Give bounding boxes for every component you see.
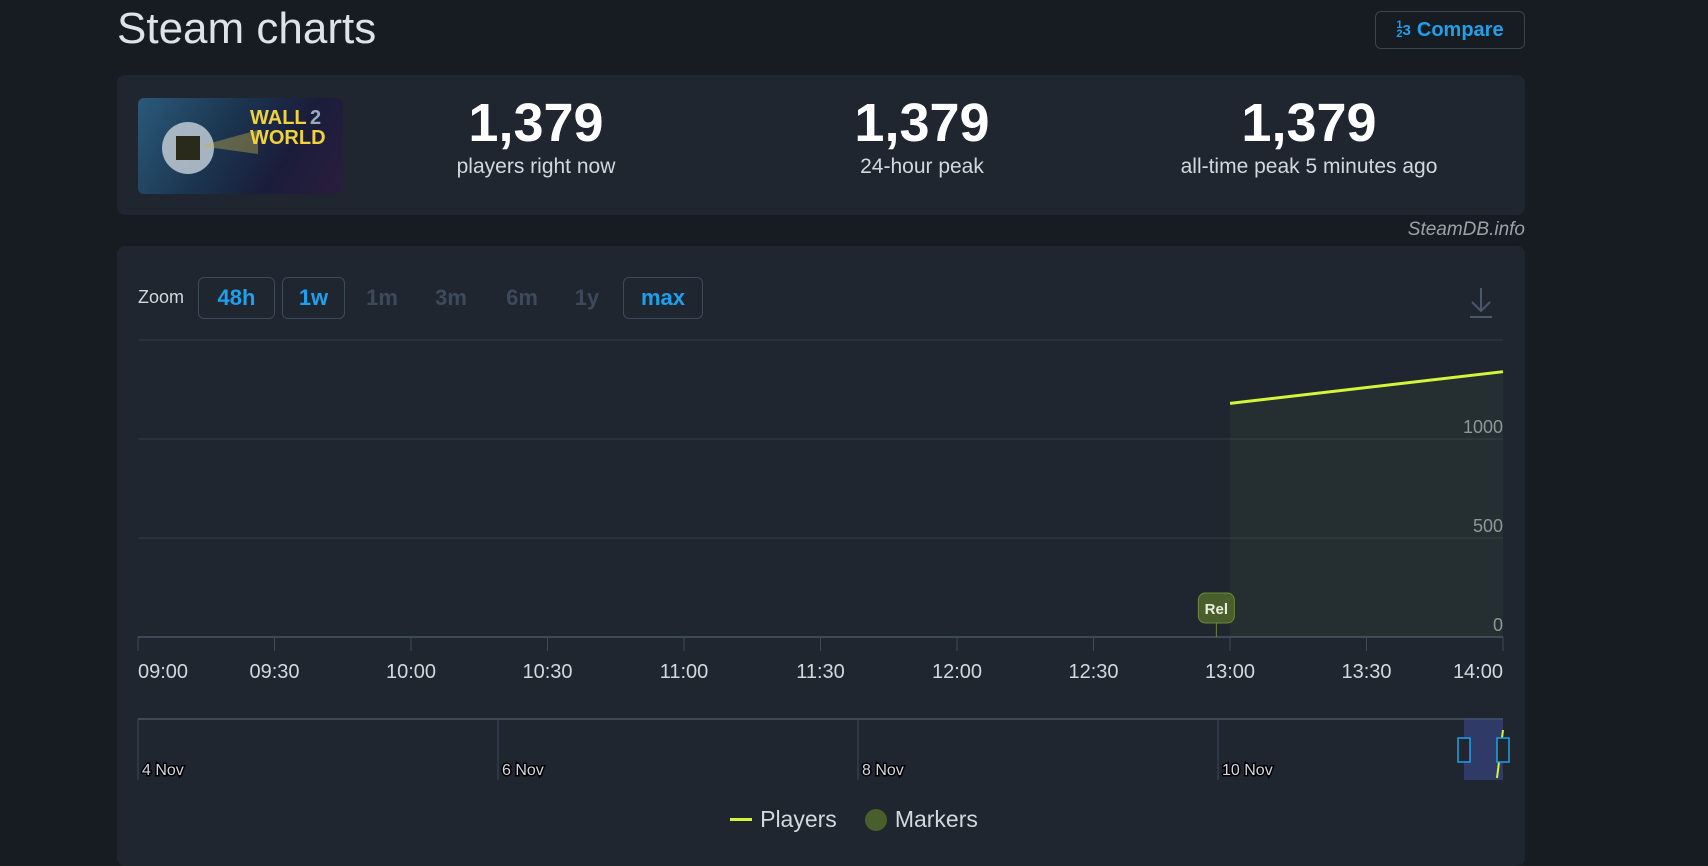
zoom-1w-button[interactable]: 1w xyxy=(282,277,345,319)
stat-current: 1,379 players right now xyxy=(346,93,726,179)
y-tick-label: 500 xyxy=(1473,516,1503,536)
release-marker-label: Rel xyxy=(1205,601,1228,618)
y-tick-label: 1000 xyxy=(1463,417,1503,437)
navigator-date-label: 6 Nov xyxy=(502,762,544,779)
x-tick-label: 10:30 xyxy=(522,661,572,683)
x-tick-label: 12:30 xyxy=(1068,661,1118,683)
chart-panel xyxy=(117,246,1525,866)
game-thumbnail[interactable]: WALL WORLD 2 xyxy=(138,98,343,194)
stat-24h-peak: 1,379 24-hour peak xyxy=(732,93,1112,179)
markers-dot-icon xyxy=(864,808,887,831)
fraction-icon-3: 3 xyxy=(1402,21,1411,39)
players-line xyxy=(1229,370,1504,405)
legend-label: Markers xyxy=(894,806,978,832)
stat-all-time-peak: 1,379 all-time peak 5 minutes ago xyxy=(1119,93,1499,179)
x-tick-label: 13:30 xyxy=(1341,661,1391,683)
navigator-date-label: 4 Nov xyxy=(142,762,184,779)
page-title: Steam charts xyxy=(117,4,377,53)
x-tick-label: 14:00 xyxy=(1453,661,1503,683)
compare-label: Compare xyxy=(1416,18,1504,41)
zoom-48h-button[interactable]: 48h xyxy=(198,277,275,319)
zoom-3m-button: 3m xyxy=(435,285,467,310)
zoom-6m-button: 6m xyxy=(506,285,538,310)
stat-value: 1,379 xyxy=(854,93,990,153)
stat-value: 1,379 xyxy=(1241,93,1377,153)
x-tick-label: 11:00 xyxy=(660,661,709,683)
navigator-handle[interactable] xyxy=(1457,737,1471,763)
x-tick-label: 11:30 xyxy=(796,661,845,683)
x-tick-label: 09:30 xyxy=(249,661,299,683)
svg-text:2: 2 xyxy=(310,107,321,129)
legend-players[interactable]: Players xyxy=(730,806,837,833)
x-tick-label: 12:00 xyxy=(932,661,982,683)
zoom-1y-button: 1y xyxy=(574,285,600,310)
zoom-label: Zoom xyxy=(138,287,185,307)
release-marker xyxy=(1197,592,1235,624)
player-chart: 0 500 1000 09:00 09:30 10:00 10:30 11:00 11:30 12… xyxy=(137,339,1510,781)
stat-label: 24-hour peak xyxy=(860,155,984,178)
legend-label: Players xyxy=(760,806,837,832)
download-icon[interactable] xyxy=(1468,286,1494,320)
stat-value: 1,379 xyxy=(468,93,604,153)
navigator-handle[interactable] xyxy=(1496,737,1510,763)
navigator-date-label: 10 Nov xyxy=(1222,762,1273,779)
x-tick-label: 10:00 xyxy=(386,661,436,683)
players-area xyxy=(1230,371,1503,637)
zoom-max-button[interactable]: max xyxy=(623,277,703,319)
x-tick-label: 13:00 xyxy=(1205,661,1255,683)
players-line-icon xyxy=(730,818,753,821)
chart-legend: Players Markers xyxy=(0,806,1708,833)
svg-text:WALL: WALL xyxy=(250,107,307,129)
legend-markers[interactable]: Markers xyxy=(864,806,978,833)
stats-panel: WALL WORLD 2 1,379 players right now 1,3… xyxy=(117,75,1525,215)
navigator-date-label: 8 Nov xyxy=(862,762,904,779)
x-tick-label: 09:00 xyxy=(138,661,188,683)
svg-text:WORLD: WORLD xyxy=(250,127,326,149)
stat-label: all-time peak 5 minutes ago xyxy=(1180,155,1438,178)
game-art: WALL WORLD 2 xyxy=(162,107,326,174)
stat-label: players right now xyxy=(456,155,616,178)
steamdb-credit-link[interactable]: SteamDB.info xyxy=(1407,219,1525,240)
zoom-1m-button: 1m xyxy=(366,285,398,310)
y-tick-label: 0 xyxy=(1493,615,1503,635)
